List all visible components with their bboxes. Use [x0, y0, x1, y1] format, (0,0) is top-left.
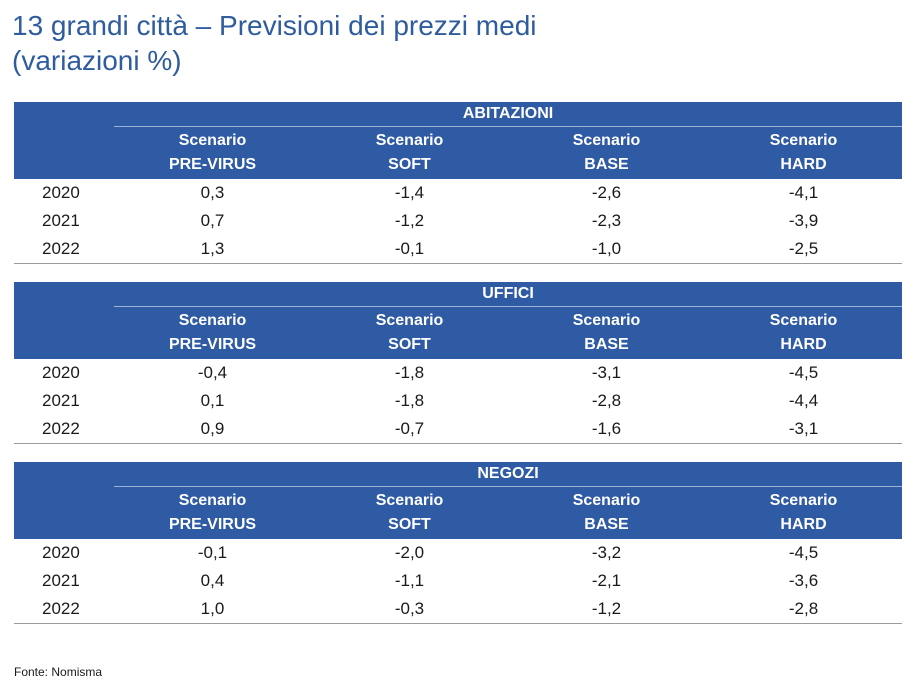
value-cell: -1,2 [591, 599, 622, 618]
column-header-base: Scenario BASE [508, 306, 705, 359]
scenario-header-row: Scenario PRE-VIRUS Scenario SOFT Scenario B… [14, 126, 903, 179]
section-title: UFFICI [114, 282, 903, 307]
value-cell: -3,9 [788, 211, 819, 230]
scenario-header-row: Scenario PRE-VIRUS Scenario SOFT Scenario B… [14, 306, 903, 359]
value-cell: -1,8 [394, 391, 425, 410]
value-cell: -2,0 [394, 543, 425, 562]
table-row: 2021 0,7 -1,2 -2,3 -3,9 [14, 207, 902, 235]
corner-cell [14, 486, 114, 539]
value-cell: -4,5 [788, 543, 819, 562]
value-cell: -0,1 [197, 543, 228, 562]
value-cell: -0,4 [197, 363, 228, 382]
year-cell: 2020 [42, 543, 80, 562]
value-cell: -1,1 [394, 571, 425, 590]
table-row: 2020 0,3 -1,4 -2,6 -4,1 [14, 179, 902, 207]
value-cell: -0,3 [394, 599, 425, 618]
table-row: 2022 1,0 -0,3 -1,2 -2,8 [14, 595, 902, 624]
year-cell: 2021 [42, 211, 80, 230]
column-header-soft: Scenario SOFT [311, 306, 508, 359]
column-header-hard: Scenario HARD [705, 126, 903, 179]
year-cell: 2020 [42, 183, 80, 202]
table-row: 2020 -0,4 -1,8 -3,1 -4,5 [14, 359, 902, 387]
corner-cell [14, 102, 114, 127]
table-negozi: NEGOZI Scenario PRE-VIRUS Scenario SOFT Sc… [14, 462, 903, 624]
value-cell: -1,0 [591, 239, 622, 258]
value-cell: -0,1 [394, 239, 425, 258]
value-cell: -2,8 [591, 391, 622, 410]
value-cell: -3,2 [591, 543, 622, 562]
value-cell: -4,1 [788, 183, 819, 202]
section-title: NEGOZI [114, 462, 903, 487]
value-cell: -3,1 [591, 363, 622, 382]
year-cell: 2022 [42, 239, 80, 258]
page-title: 13 grandi città – Previsioni dei prezzi … [12, 8, 892, 78]
value-cell: 0,1 [200, 391, 225, 410]
value-cell: -1,2 [394, 211, 425, 230]
value-cell: 0,3 [200, 183, 225, 202]
corner-cell [14, 282, 114, 307]
value-cell: -1,8 [394, 363, 425, 382]
corner-cell [14, 126, 114, 179]
column-header-hard: Scenario HARD [705, 486, 903, 539]
title-line-2: (variazioni %) [12, 45, 182, 76]
value-cell: -2,5 [788, 239, 819, 258]
table-row: 2022 1,3 -0,1 -1,0 -2,5 [14, 235, 902, 264]
column-header-hard: Scenario HARD [705, 306, 903, 359]
table-bottom-rule [14, 623, 903, 624]
column-header-base: Scenario BASE [508, 126, 705, 179]
scenario-header-row: Scenario PRE-VIRUS Scenario SOFT Scenario B… [14, 486, 903, 539]
value-cell: 0,4 [200, 571, 225, 590]
value-cell: -2,1 [591, 571, 622, 590]
value-cell: 1,3 [200, 239, 225, 258]
value-cell: 0,9 [200, 419, 225, 438]
value-cell: -2,8 [788, 599, 819, 618]
column-header-soft: Scenario SOFT [311, 486, 508, 539]
value-cell: -1,6 [591, 419, 622, 438]
title-line-1: 13 grandi città – Previsioni dei prezzi … [12, 10, 537, 41]
section-title: ABITAZIONI [114, 102, 903, 127]
value-cell: -4,4 [788, 391, 819, 410]
table-bottom-rule [14, 263, 903, 264]
value-cell: -1,4 [394, 183, 425, 202]
section-header-row: NEGOZI [14, 462, 903, 487]
table-abitazioni: ABITAZIONI Scenario PRE-VIRUS Scenario SOF… [14, 102, 903, 264]
source-note: Fonte: Nomisma [14, 665, 103, 679]
value-cell: -0,7 [394, 419, 425, 438]
value-cell: -3,6 [788, 571, 819, 590]
table-row: 2022 0,9 -0,7 -1,6 -3,1 [14, 415, 902, 444]
year-cell: 2022 [42, 599, 80, 618]
column-header-soft: Scenario SOFT [311, 126, 508, 179]
value-cell: 1,0 [200, 599, 225, 618]
table-row: 2020 -0,1 -2,0 -3,2 -4,5 [14, 539, 902, 567]
year-cell: 2022 [42, 419, 80, 438]
column-header-pre-virus: Scenario PRE-VIRUS [114, 126, 311, 179]
table-row: 2021 0,4 -1,1 -2,1 -3,6 [14, 567, 902, 595]
value-cell: 0,7 [200, 211, 225, 230]
year-cell: 2020 [42, 363, 80, 382]
value-cell: -4,5 [788, 363, 819, 382]
value-cell: -2,3 [591, 211, 622, 230]
value-cell: -3,1 [788, 419, 819, 438]
table-uffici: UFFICI Scenario PRE-VIRUS Scenario SOFT Sc… [14, 282, 903, 444]
year-cell: 2021 [42, 571, 80, 590]
corner-cell [14, 462, 114, 487]
column-header-base: Scenario BASE [508, 486, 705, 539]
section-header-row: ABITAZIONI [14, 102, 903, 127]
value-cell: -2,6 [591, 183, 622, 202]
table-bottom-rule [14, 443, 903, 444]
section-header-row: UFFICI [14, 282, 903, 307]
table-row: 2021 0,1 -1,8 -2,8 -4,4 [14, 387, 902, 415]
corner-cell [14, 306, 114, 359]
column-header-pre-virus: Scenario PRE-VIRUS [114, 306, 311, 359]
column-header-pre-virus: Scenario PRE-VIRUS [114, 486, 311, 539]
year-cell: 2021 [42, 391, 80, 410]
